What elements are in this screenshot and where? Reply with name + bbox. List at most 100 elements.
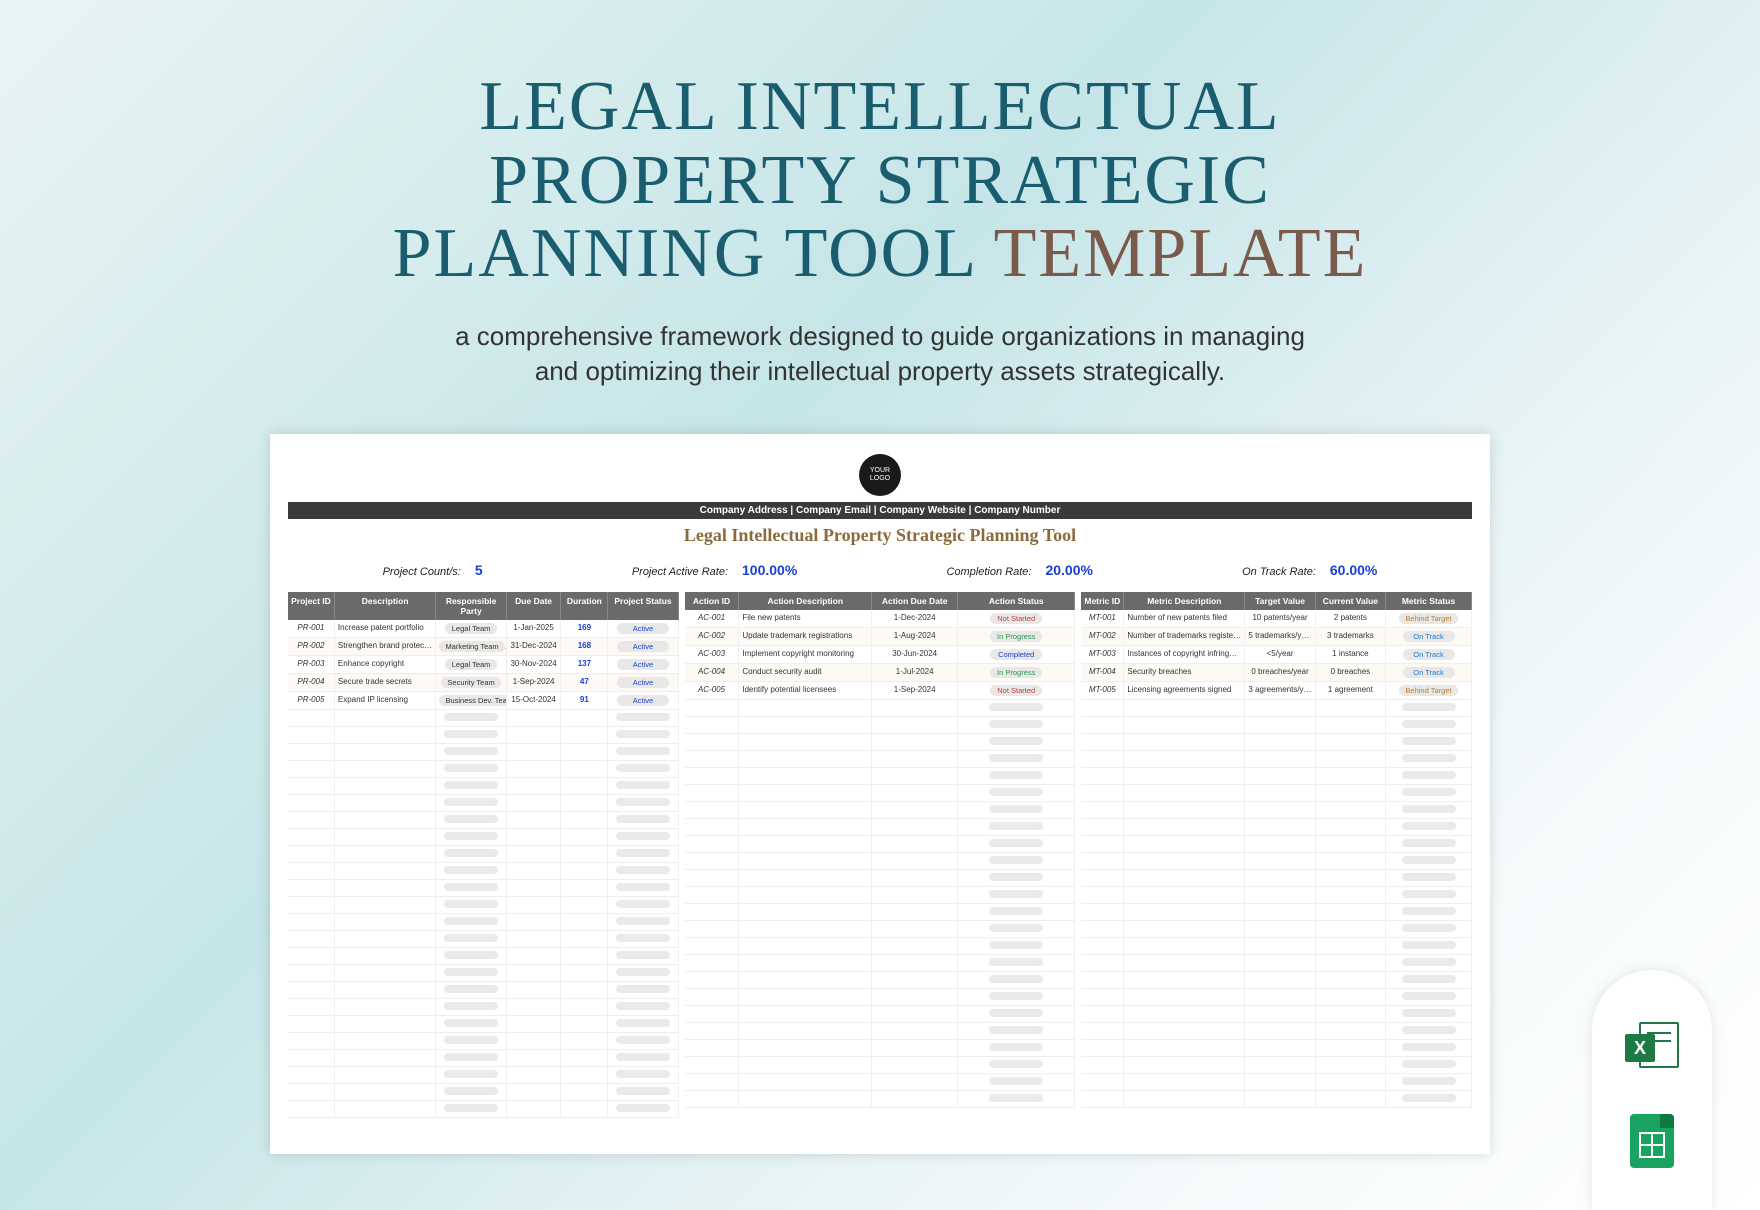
- table-row: PR-005 Expand IP licensing Business Dev.…: [288, 692, 679, 710]
- empty-cell: [685, 989, 740, 1005]
- cell-action-due: 1-Aug-2024: [872, 628, 958, 645]
- empty-cell: [1081, 734, 1124, 750]
- format-icons-panel: X: [1592, 970, 1712, 1210]
- empty-cell: [335, 931, 437, 947]
- empty-cell: [1245, 921, 1315, 937]
- empty-cell: [1386, 853, 1472, 869]
- cell-metric-id: MT-004: [1081, 664, 1124, 681]
- cell-current: 1 agreement: [1316, 682, 1386, 699]
- cell-target: 10 patents/year: [1245, 610, 1315, 627]
- empty-cell: [288, 948, 335, 964]
- empty-cell: [608, 1050, 678, 1066]
- empty-row: [1081, 1074, 1472, 1091]
- empty-row: [685, 717, 1076, 734]
- metric-label: On Track Rate:: [1242, 566, 1316, 578]
- empty-cell: [1316, 921, 1386, 937]
- empty-cell: [1124, 819, 1245, 835]
- empty-cell: [872, 717, 958, 733]
- empty-cell: [872, 734, 958, 750]
- empty-cell: [507, 999, 562, 1015]
- empty-cell: [561, 1050, 608, 1066]
- empty-cell: [436, 744, 506, 760]
- title-line-3a: PLANNING TOOL: [393, 215, 976, 292]
- empty-cell: [608, 914, 678, 930]
- cell-party: Legal Team: [436, 620, 506, 637]
- empty-cell: [436, 897, 506, 913]
- empty-cell: [739, 1006, 872, 1022]
- actions-table: Action IDAction DescriptionAction Due Da…: [685, 592, 1076, 1118]
- summary-metric: Project Active Rate:100.00%: [632, 562, 797, 578]
- empty-cell: [685, 700, 740, 716]
- empty-cell: [436, 795, 506, 811]
- empty-cell: [958, 717, 1075, 733]
- cell-metric-desc: Number of new patents filed: [1124, 610, 1245, 627]
- empty-cell: [1316, 768, 1386, 784]
- empty-cell: [872, 700, 958, 716]
- empty-row: [288, 1050, 679, 1067]
- empty-cell: [436, 812, 506, 828]
- empty-row: [1081, 989, 1472, 1006]
- empty-cell: [872, 1006, 958, 1022]
- empty-cell: [288, 846, 335, 862]
- empty-cell: [958, 955, 1075, 971]
- empty-cell: [288, 1050, 335, 1066]
- cell-party: Business Dev. Team: [436, 692, 506, 709]
- empty-cell: [958, 785, 1075, 801]
- table-row: AC-005 Identify potential licensees 1-Se…: [685, 682, 1076, 700]
- cell-status: Active: [608, 656, 678, 673]
- empty-cell: [561, 761, 608, 777]
- empty-cell: [1081, 802, 1124, 818]
- empty-cell: [335, 710, 437, 726]
- cell-metric-desc: Number of trademarks registered: [1124, 628, 1245, 645]
- empty-cell: [288, 795, 335, 811]
- empty-cell: [507, 914, 562, 930]
- cell-current: 3 trademarks: [1316, 628, 1386, 645]
- empty-cell: [1316, 955, 1386, 971]
- empty-cell: [335, 897, 437, 913]
- empty-row: [1081, 802, 1472, 819]
- empty-cell: [507, 982, 562, 998]
- empty-row: [685, 938, 1076, 955]
- empty-cell: [1124, 904, 1245, 920]
- empty-cell: [1124, 1023, 1245, 1039]
- column-header: Action Description: [739, 592, 872, 610]
- cell-metric-id: MT-005: [1081, 682, 1124, 699]
- empty-cell: [685, 802, 740, 818]
- empty-cell: [608, 999, 678, 1015]
- table-row: AC-002 Update trademark registrations 1-…: [685, 628, 1076, 646]
- empty-cell: [436, 1084, 506, 1100]
- cell-action-id: AC-002: [685, 628, 740, 645]
- empty-cell: [1245, 802, 1315, 818]
- empty-cell: [958, 921, 1075, 937]
- empty-cell: [561, 931, 608, 947]
- cell-action-desc: Conduct security audit: [739, 664, 872, 681]
- empty-cell: [1386, 1091, 1472, 1107]
- cell-action-id: AC-003: [685, 646, 740, 663]
- empty-cell: [1081, 921, 1124, 937]
- empty-row: [685, 972, 1076, 989]
- empty-cell: [608, 965, 678, 981]
- empty-cell: [1081, 768, 1124, 784]
- cell-description: Increase patent portfolio: [335, 620, 437, 637]
- column-header: Responsible Party: [436, 592, 506, 620]
- empty-cell: [1386, 734, 1472, 750]
- empty-cell: [958, 734, 1075, 750]
- empty-row: [288, 914, 679, 931]
- sheet-title: Legal Intellectual Property Strategic Pl…: [288, 519, 1472, 552]
- empty-cell: [335, 1033, 437, 1049]
- empty-cell: [958, 819, 1075, 835]
- empty-cell: [1124, 700, 1245, 716]
- metrics-table: Metric IDMetric DescriptionTarget ValueC…: [1081, 592, 1472, 1118]
- cell-duration: 47: [561, 674, 608, 691]
- empty-cell: [1124, 1091, 1245, 1107]
- cell-description: Secure trade secrets: [335, 674, 437, 691]
- title-line-2: PROPERTY STRATEGIC: [0, 144, 1760, 218]
- empty-cell: [335, 965, 437, 981]
- empty-cell: [608, 897, 678, 913]
- empty-row: [1081, 887, 1472, 904]
- empty-cell: [1124, 870, 1245, 886]
- empty-cell: [335, 880, 437, 896]
- empty-row: [685, 1057, 1076, 1074]
- empty-cell: [561, 982, 608, 998]
- empty-row: [288, 761, 679, 778]
